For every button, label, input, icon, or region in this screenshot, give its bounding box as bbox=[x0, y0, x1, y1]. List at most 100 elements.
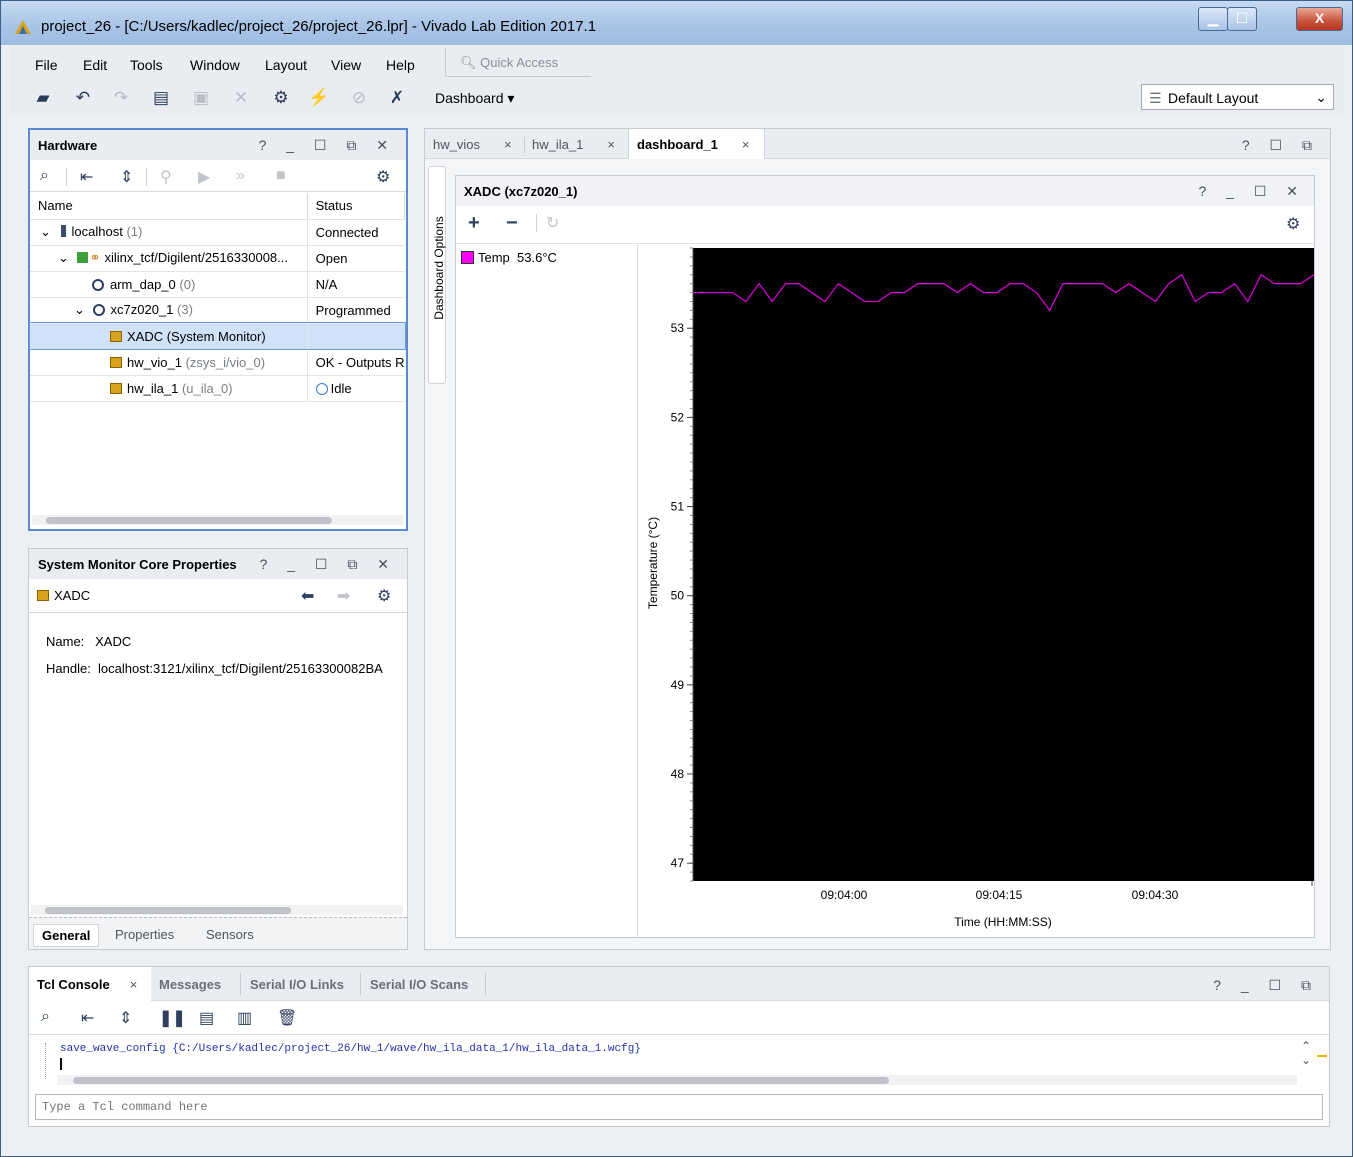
tree-header: Name Status bbox=[30, 193, 406, 220]
console-output[interactable]: save_wave_config {C:/Users/kadlec/projec… bbox=[45, 1043, 1305, 1079]
chevron-down-icon[interactable]: ⌄ bbox=[74, 302, 85, 317]
minimize-icon: ▁ bbox=[1207, 10, 1219, 26]
tree-label: xilinx_tcf/Digilent/2516330008... bbox=[104, 250, 288, 265]
col-name[interactable]: Name bbox=[30, 193, 308, 220]
menu-layout[interactable]: Layout bbox=[265, 57, 308, 73]
dashboard-dropdown[interactable]: Dashboard ▾ bbox=[435, 90, 514, 107]
tab-serial-io-scans[interactable]: Serial I/O Scans bbox=[370, 977, 469, 992]
run-all-icon[interactable]: » bbox=[236, 167, 245, 184]
add-sensor-icon[interactable]: + bbox=[468, 212, 480, 234]
close-tab-icon[interactable]: × bbox=[129, 977, 138, 992]
copy-icon[interactable]: ▤ bbox=[152, 88, 170, 107]
tree-row[interactable]: hw_vio_1 (zsys_i/vio_0) OK - Outputs R bbox=[30, 349, 405, 376]
chevron-down-icon[interactable]: ⌄ bbox=[58, 250, 69, 265]
columns-icon[interactable]: ▥ bbox=[237, 1010, 253, 1027]
redo-icon[interactable]: ↷ bbox=[113, 88, 129, 107]
gear-icon[interactable]: ⚙ bbox=[377, 588, 392, 605]
panel-controls[interactable]: ? _ ☐ ⧉ ✕ bbox=[259, 556, 397, 572]
console-controls[interactable]: ? _ ☐ ⧉ bbox=[1213, 977, 1319, 993]
menu-window[interactable]: Window bbox=[190, 57, 240, 73]
tab-serial-io-links[interactable]: Serial I/O Links bbox=[250, 977, 344, 992]
tree-row-selected[interactable]: XADC (System Monitor) bbox=[29, 322, 406, 350]
tab-messages[interactable]: Messages bbox=[159, 977, 222, 992]
trash-icon[interactable]: 🗑︎ bbox=[277, 1010, 298, 1027]
menu-file[interactable]: File bbox=[35, 57, 58, 73]
search-icon[interactable]: ⌕ bbox=[41, 1008, 50, 1025]
console-marker bbox=[1317, 1055, 1327, 1057]
console-vscroll-arrows[interactable]: ⌃ ⌄ bbox=[1301, 1039, 1312, 1067]
menu-edit[interactable]: Edit bbox=[83, 57, 108, 73]
layout-select[interactable]: ☰ Default Layout ⌄ bbox=[1141, 84, 1334, 110]
minimize-button[interactable]: ▁ bbox=[1198, 7, 1228, 31]
expand-all-icon[interactable]: ⇕ bbox=[119, 1010, 133, 1027]
menu-view[interactable]: View bbox=[331, 57, 362, 73]
auto-connect-icon[interactable]: ⚡ bbox=[308, 88, 330, 107]
tab-hw-vios[interactable]: hw_vios × bbox=[433, 129, 512, 159]
scroll-thumb[interactable] bbox=[46, 517, 332, 524]
stop-icon[interactable]: ■ bbox=[276, 167, 286, 184]
paste-icon[interactable]: ▣ bbox=[192, 88, 210, 107]
delete-icon[interactable]: ✕ bbox=[233, 88, 249, 107]
properties-header: System Monitor Core Properties ? _ ☐ ⧉ ✕ bbox=[29, 549, 407, 579]
remove-sensor-icon[interactable]: − bbox=[506, 212, 518, 234]
connect-icon[interactable]: ⚲ bbox=[160, 169, 172, 186]
search-icon[interactable]: ⌕ bbox=[40, 167, 49, 184]
dashboard-options-sidebar[interactable]: Dashboard Options bbox=[428, 166, 446, 384]
refresh-icon[interactable]: ↻ bbox=[546, 215, 560, 232]
menu-tools[interactable]: Tools bbox=[130, 57, 163, 73]
tab-tcl-console[interactable]: Tcl Console × bbox=[29, 967, 151, 1001]
hardware-hscrollbar[interactable] bbox=[32, 515, 404, 525]
scroll-thumb[interactable] bbox=[73, 1077, 889, 1084]
editor-controls[interactable]: ? ☐ ⧉ bbox=[1241, 137, 1320, 153]
close-tab-icon[interactable]: × bbox=[741, 137, 750, 152]
maximize-button[interactable]: ☐ bbox=[1227, 7, 1257, 31]
close-tab-icon[interactable]: × bbox=[607, 137, 615, 152]
gear-icon[interactable]: ⚙ bbox=[376, 169, 391, 186]
link-icon: ⚭ bbox=[89, 250, 101, 265]
tree-row[interactable]: hw_ila_1 (u_ila_0) Idle bbox=[30, 375, 405, 402]
copy-icon[interactable]: ▤ bbox=[199, 1010, 215, 1027]
expand-all-icon[interactable]: ⇕ bbox=[120, 169, 134, 186]
col-status[interactable]: Status bbox=[307, 193, 406, 220]
collapse-all-icon[interactable]: ⇤ bbox=[81, 1010, 95, 1027]
tree-row[interactable]: ⌄ xc7z020_1 (3) Programmed bbox=[30, 297, 405, 324]
xadc-controls[interactable]: ? _ ☐ ✕ bbox=[1198, 183, 1306, 199]
tree-status: OK - Outputs R bbox=[307, 349, 405, 376]
cancel-tool-icon[interactable]: ✗ bbox=[389, 88, 405, 107]
panel-title: System Monitor Core Properties bbox=[38, 557, 237, 572]
gear-icon[interactable]: ⚙ bbox=[1286, 216, 1301, 233]
undo-icon[interactable]: ↶ bbox=[75, 88, 91, 107]
quick-access-search[interactable]: 🔍︎ Quick Access bbox=[445, 47, 591, 77]
tab-properties[interactable]: Properties bbox=[115, 927, 175, 942]
tab-sensors[interactable]: Sensors bbox=[206, 927, 254, 942]
chevron-down-icon[interactable]: ⌄ bbox=[40, 224, 51, 239]
settings-icon[interactable]: ⚙ bbox=[273, 88, 289, 107]
run-icon[interactable]: ▶ bbox=[198, 169, 211, 186]
menu-help[interactable]: Help bbox=[386, 57, 415, 73]
x-tick-label: 09:04:15 bbox=[976, 888, 1023, 902]
tab-hw-ila-1[interactable]: hw_ila_1 × bbox=[532, 129, 615, 159]
close-button[interactable]: X bbox=[1296, 7, 1343, 31]
toolbar-separator bbox=[66, 168, 67, 186]
back-arrow-icon[interactable]: ⬅ bbox=[301, 588, 315, 605]
tree-row[interactable]: ⌄ ⚭ xilinx_tcf/Digilent/2516330008... Open bbox=[30, 245, 405, 272]
forward-arrow-icon[interactable]: ➡ bbox=[337, 588, 351, 605]
tree-row[interactable]: arm_dap_0 (0) N/A bbox=[30, 271, 405, 298]
tcl-command-input[interactable] bbox=[35, 1094, 1323, 1120]
title-bar[interactable]: project_26 - [C:/Users/kadlec/project_26… bbox=[1, 1, 1352, 45]
panel-controls[interactable]: ? _ ☐ ⧉ ✕ bbox=[258, 137, 396, 153]
pause-icon[interactable]: ❚❚ bbox=[159, 1010, 186, 1027]
collapse-all-icon[interactable]: ⇤ bbox=[80, 169, 94, 186]
disconnect-icon[interactable]: ⊘ bbox=[351, 88, 367, 107]
tab-general[interactable]: General bbox=[33, 924, 100, 947]
tree-row[interactable]: ⌄ localhost (1) Connected bbox=[30, 219, 405, 246]
properties-hscrollbar[interactable] bbox=[31, 905, 403, 915]
open-folder-icon[interactable]: ▰ bbox=[36, 88, 50, 107]
tree-label: hw_ila_1 bbox=[127, 380, 179, 396]
console-hscrollbar[interactable] bbox=[57, 1075, 1297, 1085]
tab-dashboard-1[interactable]: dashboard_1 × bbox=[628, 129, 765, 159]
console-toolbar: ⌕ ⇤ ⇕ ❚❚ ▤ ▥ 🗑︎ bbox=[29, 1001, 1329, 1035]
scroll-thumb[interactable] bbox=[45, 907, 291, 914]
tree-cell: XADC (System Monitor) bbox=[30, 323, 308, 350]
close-tab-icon[interactable]: × bbox=[503, 137, 512, 152]
